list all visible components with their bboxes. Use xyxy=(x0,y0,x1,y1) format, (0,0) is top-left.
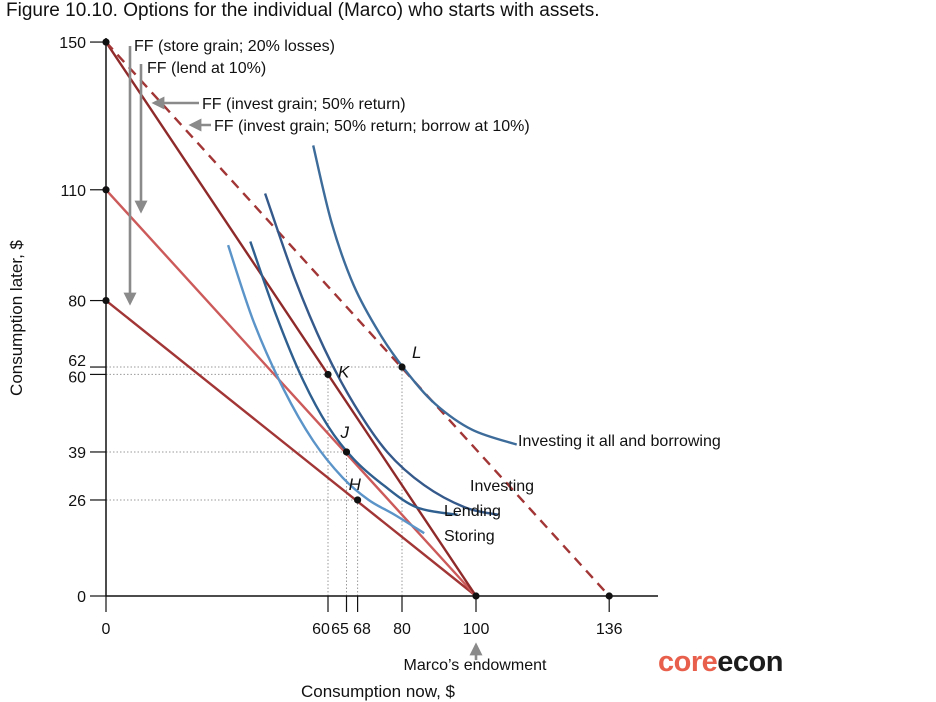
endowment-label: Marco’s endowment xyxy=(404,657,547,674)
x-tick-label-100: 100 xyxy=(463,621,490,638)
y-tick-label-26: 26 xyxy=(68,493,86,510)
coreecon-logo: coreecon xyxy=(658,646,783,679)
guide-lines xyxy=(106,366,403,596)
x-axis-title: Consumption now, $ xyxy=(301,682,456,701)
point-dot-K xyxy=(324,370,332,379)
point-label-K: K xyxy=(338,362,350,381)
endpoint-dot-2 xyxy=(102,186,110,194)
indifference-curve-4 xyxy=(312,145,518,446)
x-tick-label-0: 0 xyxy=(102,621,111,638)
curve-label-borrowing: Investing it all and borrowing xyxy=(518,433,721,450)
endpoint-dot-5 xyxy=(605,592,613,600)
point-dot-H xyxy=(354,496,362,504)
x-tick-label-136: 136 xyxy=(596,621,623,638)
feasible-frontier-line-4 xyxy=(105,41,611,597)
indifference-curve-3 xyxy=(263,193,499,516)
logo-part-econ: econ xyxy=(717,646,783,678)
point-dot-L xyxy=(398,363,406,371)
feasible-frontier-line-1 xyxy=(105,299,477,597)
x-tick-label-68: 68 xyxy=(353,621,371,638)
ff-invest-label: FF (invest grain; 50% return) xyxy=(202,96,406,113)
ff-borrow-label: FF (invest grain; 50% return; borrow at … xyxy=(214,118,530,135)
indifference-curve-2 xyxy=(249,241,458,516)
point-label-L: L xyxy=(412,343,421,362)
curve-label-lending: Lending xyxy=(444,503,501,520)
indifference-curve-1 xyxy=(226,244,425,535)
x-tick-label-60: 60 xyxy=(312,621,330,638)
x-tick-label-80: 80 xyxy=(393,621,411,638)
x-tick-label-65: 65 xyxy=(331,621,349,638)
curve-label-storing: Storing xyxy=(444,528,495,545)
endpoint-dot-4 xyxy=(472,592,480,600)
ff-lend-label: FF (lend at 10%) xyxy=(147,60,266,77)
feasible-frontier-line-3 xyxy=(105,41,477,597)
indifference-curves xyxy=(226,145,518,535)
point-label-J: J xyxy=(340,423,350,442)
y-tick-label-80: 80 xyxy=(68,294,86,311)
y-tick-label-60: 60 xyxy=(68,369,86,386)
endpoint-dot-1 xyxy=(102,38,110,46)
y-tick-label-62: 62 xyxy=(68,353,86,370)
y-tick-label-0: 0 xyxy=(77,589,86,606)
y-tick-label-110: 110 xyxy=(60,183,86,200)
figure-title: Figure 10.10. Options for the individual… xyxy=(6,0,600,21)
y-axis-title: Consumption later, $ xyxy=(7,239,26,395)
curve-label-investing: Investing xyxy=(470,478,534,495)
feasible-frontier-line-2 xyxy=(105,188,477,597)
labels: H J K L FF (store grain; 20% losses) FF (lend… xyxy=(123,38,721,674)
points xyxy=(102,38,613,600)
ff-store-label: FF (store grain; 20% losses) xyxy=(134,38,335,55)
y-tick-label-150: 150 xyxy=(59,35,86,52)
point-dot-J xyxy=(342,448,351,456)
endpoint-dot-3 xyxy=(102,296,110,305)
point-label-H: H xyxy=(349,475,362,494)
y-tick-label-39: 39 xyxy=(68,445,86,462)
logo-part-core: core xyxy=(658,646,718,678)
